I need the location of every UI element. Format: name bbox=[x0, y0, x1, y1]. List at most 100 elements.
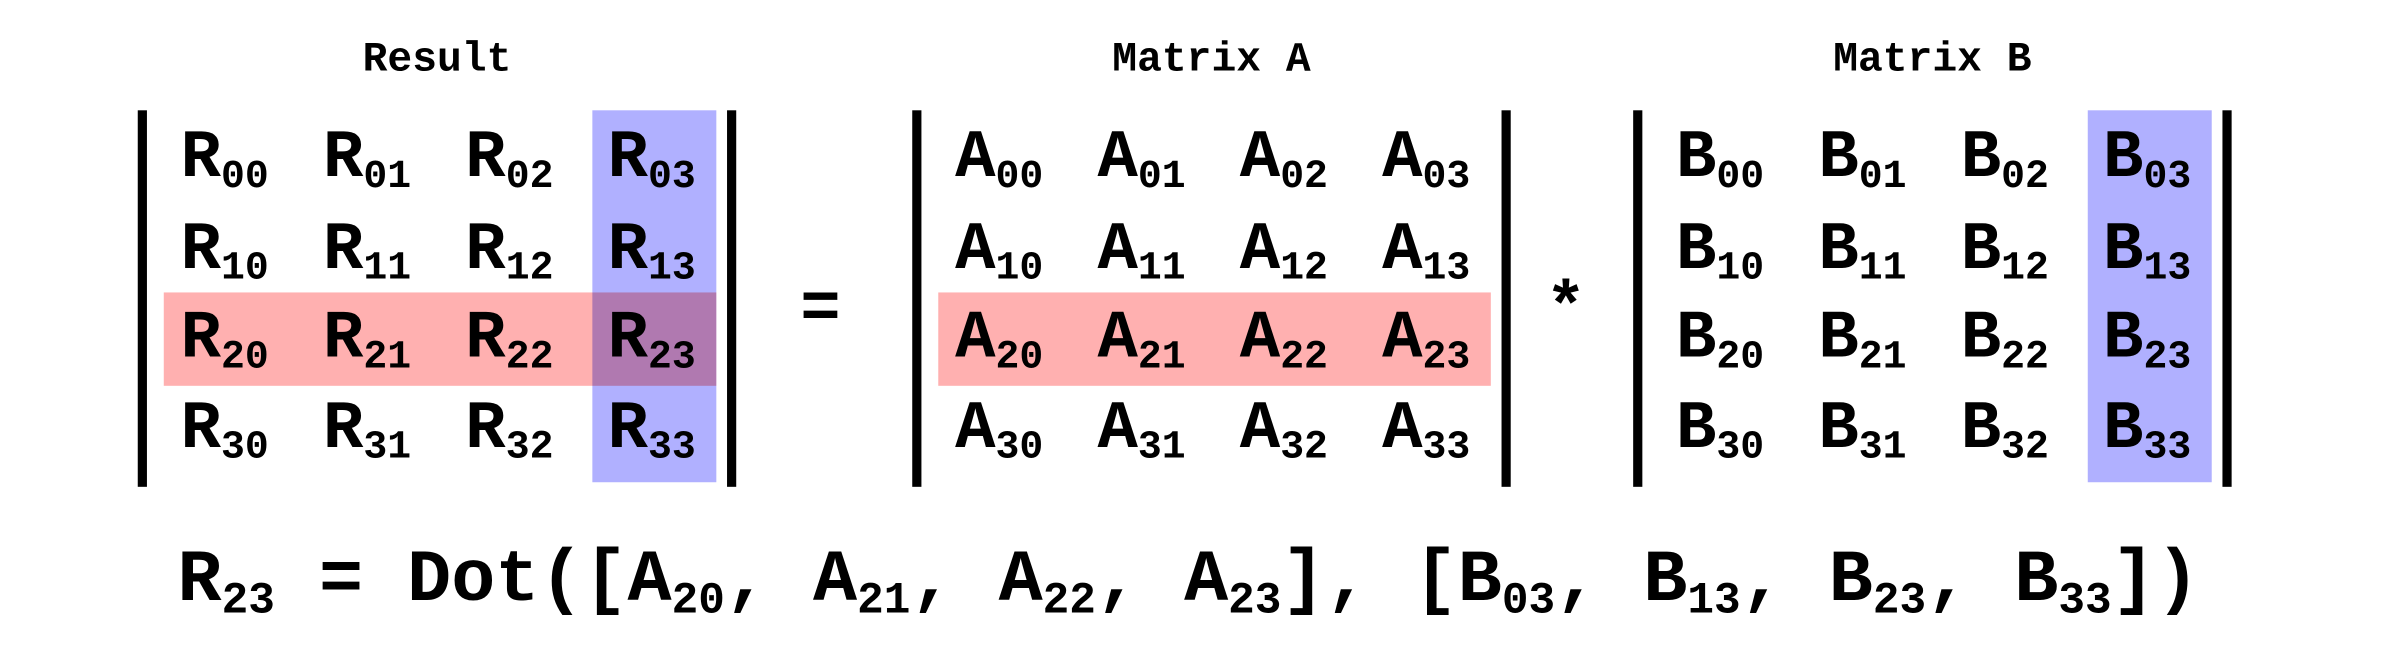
cell-sub: 00 bbox=[996, 154, 1044, 199]
cell-sub: 20 bbox=[996, 334, 1044, 379]
cell-base: A bbox=[1097, 121, 1138, 197]
bracket-right bbox=[727, 110, 737, 487]
cell-sub: 01 bbox=[1859, 154, 1907, 199]
cell-sub: 13 bbox=[1423, 246, 1471, 291]
formula-text: = Dot([A bbox=[275, 540, 673, 623]
cell-base: R bbox=[465, 213, 506, 289]
cell: B13 bbox=[2103, 213, 2191, 291]
cell-base: B bbox=[1818, 213, 1858, 289]
cell: B12 bbox=[1961, 213, 2049, 291]
cell-sub: 20 bbox=[221, 334, 269, 379]
column-highlight bbox=[592, 110, 717, 483]
cell-sub: 32 bbox=[506, 425, 554, 470]
formula-sub: 20 bbox=[672, 576, 725, 626]
cell-sub: 01 bbox=[1138, 154, 1186, 199]
cell-base: A bbox=[1240, 213, 1281, 289]
cell-base: A bbox=[955, 392, 996, 468]
cell: B22 bbox=[1961, 302, 2049, 380]
cell-base: R bbox=[465, 392, 506, 468]
cell-sub: 33 bbox=[648, 425, 696, 470]
cell-sub: 32 bbox=[2001, 425, 2049, 470]
cell-base: A bbox=[1097, 392, 1138, 468]
cell: B11 bbox=[1818, 213, 1906, 291]
cell-base: R bbox=[608, 121, 649, 197]
cell-base: A bbox=[1097, 213, 1138, 289]
formula-text: ]) bbox=[2112, 540, 2200, 623]
formula-text: , B bbox=[1741, 540, 1873, 623]
formula-text: , B bbox=[1926, 540, 2058, 623]
cell-base: R bbox=[181, 213, 222, 289]
cell: A13 bbox=[1382, 213, 1470, 291]
cell: R00 bbox=[181, 121, 269, 199]
cell: A22 bbox=[1240, 302, 1328, 380]
cell: A00 bbox=[955, 121, 1043, 199]
cell-sub: 30 bbox=[1716, 425, 1764, 470]
cell-base: A bbox=[1382, 121, 1423, 197]
cell-sub: 02 bbox=[2001, 154, 2049, 199]
cell-sub: 23 bbox=[648, 334, 696, 379]
cell-sub: 10 bbox=[1716, 246, 1764, 291]
cell-base: R bbox=[323, 213, 364, 289]
cell-base: A bbox=[1240, 121, 1281, 197]
cell-base: B bbox=[1961, 392, 2001, 468]
cell-sub: 10 bbox=[221, 246, 269, 291]
cell-sub: 01 bbox=[363, 154, 411, 199]
cell-sub: 23 bbox=[2143, 334, 2191, 379]
cell-sub: 23 bbox=[1423, 334, 1471, 379]
cell-sub: 03 bbox=[1423, 154, 1471, 199]
cell: A30 bbox=[955, 392, 1043, 470]
cell-base: B bbox=[1961, 121, 2001, 197]
cell-sub: 00 bbox=[1716, 154, 1764, 199]
cell-base: R bbox=[608, 302, 649, 378]
bracket-left bbox=[912, 110, 922, 487]
cell: A10 bbox=[955, 213, 1043, 291]
formula-text: , A bbox=[910, 540, 1043, 623]
cell-base: A bbox=[1382, 213, 1423, 289]
cell-sub: 11 bbox=[1138, 246, 1186, 291]
cell: B01 bbox=[1818, 121, 1906, 199]
cell-base: R bbox=[608, 392, 649, 468]
cell-base: B bbox=[1961, 302, 2001, 378]
cell: R21 bbox=[323, 302, 411, 380]
cell: A33 bbox=[1382, 392, 1470, 470]
cell-base: B bbox=[2103, 302, 2143, 378]
cell-base: R bbox=[323, 302, 364, 378]
cell: A31 bbox=[1097, 392, 1185, 470]
cell: R12 bbox=[465, 213, 553, 291]
cell: B30 bbox=[1676, 392, 1764, 470]
cell: R03 bbox=[608, 121, 696, 199]
formula-sub: 23 bbox=[1873, 576, 1926, 626]
formula-text: R bbox=[178, 540, 222, 623]
cell-base: R bbox=[181, 121, 222, 197]
cell-base: R bbox=[608, 213, 649, 289]
cell: R11 bbox=[323, 213, 411, 291]
cell-sub: 12 bbox=[2001, 246, 2049, 291]
cell-base: A bbox=[955, 121, 996, 197]
cell: A01 bbox=[1097, 121, 1185, 199]
cell-base: B bbox=[1818, 302, 1858, 378]
cell-base: R bbox=[323, 121, 364, 197]
bracket-right bbox=[1501, 110, 1511, 487]
cell-base: B bbox=[2103, 213, 2143, 289]
cell-base: R bbox=[181, 302, 222, 378]
formula-sub: 21 bbox=[857, 576, 910, 626]
cell-sub: 21 bbox=[1859, 334, 1907, 379]
cell-base: B bbox=[1676, 302, 1716, 378]
cell-sub: 33 bbox=[1423, 425, 1471, 470]
cell-base: A bbox=[955, 302, 996, 378]
cell: A20 bbox=[955, 302, 1043, 380]
cell-base: B bbox=[1676, 392, 1716, 468]
cell-sub: 31 bbox=[363, 425, 411, 470]
cell: R30 bbox=[181, 392, 269, 470]
formula: R23 = Dot([A20, A21, A22, A23], [B03, B1… bbox=[178, 540, 2200, 626]
formula-sub: 23 bbox=[222, 576, 275, 626]
formula-sub: 22 bbox=[1043, 576, 1096, 626]
cell-base: B bbox=[2103, 121, 2143, 197]
cell: B20 bbox=[1676, 302, 1764, 380]
cell-sub: 11 bbox=[1859, 246, 1907, 291]
cell-sub: 02 bbox=[506, 154, 554, 199]
cell: B32 bbox=[1961, 392, 2049, 470]
